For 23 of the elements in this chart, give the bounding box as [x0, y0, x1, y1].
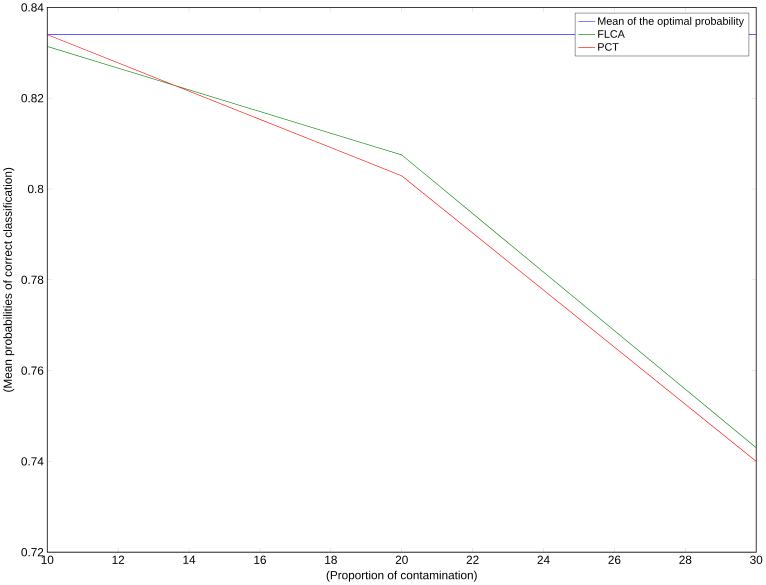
legend-label: Mean of the optimal probability [598, 17, 744, 28]
x-tick-label: 28 [679, 556, 692, 564]
x-tick-label: 22 [466, 556, 479, 564]
y-tick-label: 0.76 [21, 366, 44, 375]
y-tick-label: 0.84 [21, 3, 44, 12]
x-tick-label: 14 [183, 556, 196, 564]
x-tick-label: 24 [538, 556, 550, 564]
y-tick-label: 0.8 [28, 184, 44, 194]
x-tick-label: 30 [750, 556, 762, 564]
x-tick-label: 16 [254, 556, 266, 564]
x-axis-title: (Proportion of contamination) [326, 570, 477, 582]
x-tick-label: 10 [42, 556, 54, 564]
legend-label: FLCA [598, 30, 625, 38]
x-tick-label: 18 [325, 556, 337, 564]
x-tick-label: 26 [608, 556, 620, 564]
legend-label: PCT [598, 43, 619, 51]
y-axis-title: (Mean probabilities of correct classification) [3, 168, 14, 392]
y-tick-label: 0.72 [21, 548, 44, 556]
x-tick-label: 12 [112, 556, 124, 564]
y-tick-label: 0.82 [21, 94, 44, 102]
y-tick-label: 0.74 [21, 457, 44, 466]
y-tick-label: 0.78 [21, 276, 44, 284]
x-tick-label: 20 [396, 556, 408, 564]
